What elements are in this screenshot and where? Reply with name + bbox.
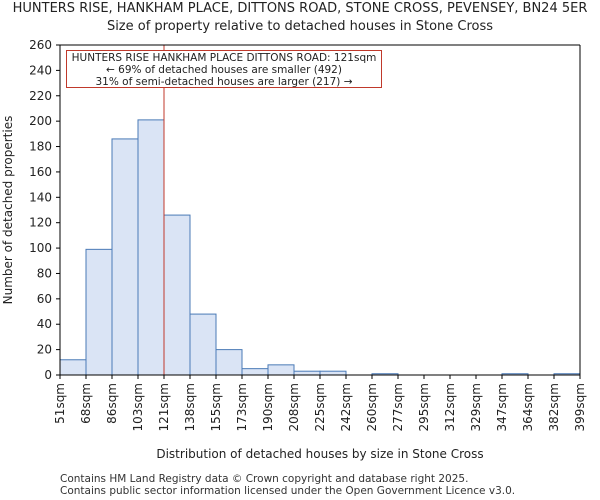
x-tick-label: 51sqm (53, 383, 67, 424)
y-tick-label: 0 (44, 368, 52, 382)
histogram-chart: 0 20 40 60 80 100 120 140 160 180 200 220 240 260 51s… (1, 38, 587, 461)
histogram-bar (267, 364, 295, 376)
x-tick-label: 312sqm (443, 383, 457, 431)
y-tick-label: 240 (29, 63, 52, 77)
histogram-bar (137, 119, 165, 376)
x-tick-label: 399sqm (573, 383, 587, 431)
x-tick-label: 68sqm (79, 383, 93, 424)
x-tick-label: 364sqm (521, 383, 535, 431)
x-tick-label: 242sqm (339, 383, 353, 431)
histogram-bar (111, 138, 139, 376)
y-tick-label: 80 (37, 266, 52, 280)
x-tick-label: 382sqm (547, 383, 561, 431)
y-tick-label: 180 (29, 140, 52, 154)
x-tick-label: 155sqm (209, 383, 223, 431)
y-tick-label: 40 (37, 317, 52, 331)
footer-licence: Contains public sector information licen… (60, 485, 516, 497)
y-axis-label: Number of detached properties (1, 116, 15, 305)
histogram-bar (59, 359, 87, 376)
x-tick-label: 347sqm (495, 383, 509, 431)
y-tick-label: 60 (37, 292, 52, 306)
x-tick-label: 121sqm (157, 383, 171, 431)
x-tick-label: 138sqm (183, 383, 197, 431)
histogram-bar (189, 313, 217, 376)
x-tick-label: 86sqm (105, 383, 119, 424)
x-tick-label: 103sqm (131, 383, 145, 431)
x-tick-label: 190sqm (261, 383, 275, 431)
footer-copyright: Contains HM Land Registry data © Crown c… (60, 473, 469, 485)
x-tick-label: 277sqm (391, 383, 405, 431)
histogram-bar (293, 370, 321, 376)
histogram-bar (85, 248, 113, 376)
y-tick-label: 200 (29, 114, 52, 128)
x-axis-label: Distribution of detached houses by size … (156, 447, 483, 461)
annotation-box: HUNTERS RISE HANKHAM PLACE DITTONS ROAD:… (66, 50, 382, 88)
x-tick-label: 329sqm (469, 383, 483, 431)
y-tick-label: 140 (29, 190, 52, 204)
annotation-line-1: HUNTERS RISE HANKHAM PLACE DITTONS ROAD:… (71, 52, 377, 64)
x-tick-label: 225sqm (313, 383, 327, 431)
chart-title: HUNTERS RISE, HANKHAM PLACE, DITTONS ROA… (12, 1, 588, 16)
y-tick-label: 160 (29, 165, 52, 179)
x-tick-label: 173sqm (235, 383, 249, 431)
y-tick-label: 220 (29, 89, 52, 103)
histogram-bar (241, 368, 269, 376)
y-tick-label: 100 (29, 241, 52, 255)
annotation-line-3: 31% of semi-detached houses are larger (… (95, 76, 353, 88)
y-tick-label: 20 (37, 343, 52, 357)
histogram-bar (319, 370, 347, 376)
x-tick-label: 295sqm (417, 383, 431, 431)
x-tick-label: 260sqm (365, 383, 379, 431)
y-tick-label: 120 (29, 216, 52, 230)
chart-subtitle: Size of property relative to detached ho… (106, 19, 494, 34)
x-tick-label: 208sqm (287, 383, 301, 431)
histogram-bar (163, 214, 191, 376)
y-tick-label: 260 (29, 38, 52, 52)
annotation-line-2: ← 69% of detached houses are smaller (49… (106, 64, 342, 76)
histogram-bar (215, 349, 243, 376)
